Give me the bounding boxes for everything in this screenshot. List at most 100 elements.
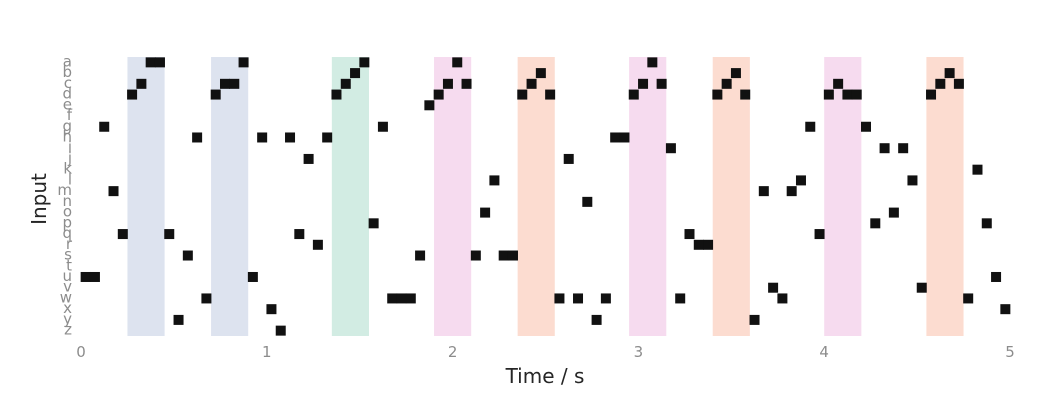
spike-l xyxy=(489,175,500,186)
spike-c xyxy=(833,78,844,89)
spike-u xyxy=(89,271,100,282)
spike-a xyxy=(145,57,156,68)
spike-a xyxy=(647,57,658,68)
highlight-band-pink xyxy=(824,57,862,336)
spike-a xyxy=(238,57,249,68)
x-tick-labels: 0 1 2 3 4 5 xyxy=(76,343,1015,361)
spike-x xyxy=(266,304,277,315)
spike-j xyxy=(563,153,574,164)
spike-e xyxy=(424,100,435,111)
y-tick-label-o: o xyxy=(63,203,72,221)
x-axis-label: Time / s xyxy=(505,364,585,388)
spike-m xyxy=(758,186,769,197)
spike-d xyxy=(740,89,751,100)
spike-w xyxy=(396,293,407,304)
highlight-band-pink xyxy=(629,57,667,336)
y-tick-label-v: v xyxy=(63,278,72,296)
spike-k xyxy=(972,164,983,175)
spike-g xyxy=(377,121,388,132)
spike-q xyxy=(164,229,175,240)
spike-s xyxy=(182,250,193,261)
spike-d xyxy=(842,89,853,100)
spike-o xyxy=(888,207,899,218)
spike-a xyxy=(452,57,463,68)
spike-h xyxy=(192,132,203,143)
spike-v xyxy=(916,282,927,293)
spike-p xyxy=(981,218,992,229)
spike-h xyxy=(610,132,621,143)
spike-b xyxy=(944,68,955,79)
spike-q xyxy=(814,229,825,240)
spike-x xyxy=(1000,304,1011,315)
y-tick-label-u: u xyxy=(62,267,72,285)
spike-c xyxy=(219,78,230,89)
y-tick-label-h: h xyxy=(62,127,72,145)
y-tick-label-r: r xyxy=(66,235,73,253)
spike-o xyxy=(480,207,491,218)
y-tick-label-f: f xyxy=(67,106,73,124)
spike-w xyxy=(387,293,398,304)
spike-d xyxy=(628,89,639,100)
spike-g xyxy=(99,121,110,132)
spike-c xyxy=(935,78,946,89)
spike-d xyxy=(517,89,528,100)
x-tick-label: 5 xyxy=(1005,343,1015,361)
spike-c xyxy=(136,78,147,89)
spike-i xyxy=(879,143,890,154)
spike-i xyxy=(898,143,909,154)
spike-raster xyxy=(80,57,1011,336)
spike-q xyxy=(294,229,305,240)
y-axis-label: Input xyxy=(27,173,51,225)
spike-v xyxy=(768,282,779,293)
spike-c xyxy=(442,78,453,89)
spike-m xyxy=(108,186,119,197)
spike-w xyxy=(201,293,212,304)
spike-y xyxy=(591,314,602,325)
spike-h xyxy=(257,132,268,143)
spike-g xyxy=(805,121,816,132)
highlight-band-blue xyxy=(211,57,249,336)
y-tick-label-l: l xyxy=(68,170,72,188)
y-tick-label-t: t xyxy=(66,256,72,274)
spike-r xyxy=(312,239,323,250)
spike-p xyxy=(870,218,881,229)
spike-u xyxy=(80,271,91,282)
x-tick-label: 1 xyxy=(262,343,272,361)
spike-c xyxy=(953,78,964,89)
spike-w xyxy=(573,293,584,304)
y-tick-label-q: q xyxy=(62,224,72,242)
y-tick-label-b: b xyxy=(62,63,72,81)
spike-j xyxy=(303,153,314,164)
y-tick-label-g: g xyxy=(62,117,72,135)
spike-r xyxy=(693,239,704,250)
y-tick-label-i: i xyxy=(68,138,72,156)
y-tick-label-e: e xyxy=(63,95,72,113)
spike-s xyxy=(498,250,509,261)
spike-n xyxy=(582,196,593,207)
spike-d xyxy=(127,89,138,100)
spike-c xyxy=(656,78,667,89)
highlight-band-orange xyxy=(712,57,750,336)
spike-d xyxy=(433,89,444,100)
spike-y xyxy=(173,314,184,325)
spike-s xyxy=(415,250,426,261)
spike-c xyxy=(229,78,240,89)
spike-w xyxy=(405,293,416,304)
y-tick-label-d: d xyxy=(62,85,72,103)
x-tick-label: 3 xyxy=(634,343,644,361)
x-tick-label: 0 xyxy=(76,343,86,361)
spike-a xyxy=(359,57,370,68)
spike-d xyxy=(926,89,937,100)
spike-h xyxy=(619,132,630,143)
spike-z xyxy=(275,325,286,336)
y-tick-label-z: z xyxy=(64,321,72,339)
y-tick-label-s: s xyxy=(64,246,72,264)
spike-l xyxy=(907,175,918,186)
highlight-band-green xyxy=(331,57,369,336)
spike-s xyxy=(470,250,481,261)
spike-w xyxy=(675,293,686,304)
spike-u xyxy=(247,271,258,282)
y-tick-label-w: w xyxy=(60,288,72,306)
